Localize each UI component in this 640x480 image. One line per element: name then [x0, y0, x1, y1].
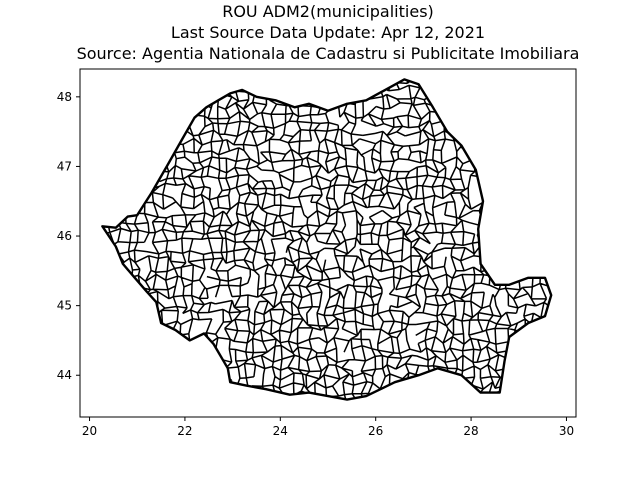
country-outline [102, 79, 552, 400]
x-tick-label: 28 [463, 424, 478, 438]
y-tick-label: 48 [57, 90, 72, 104]
y-axis: 44 45 46 47 48 [57, 90, 80, 382]
x-axis: 20 22 24 26 28 30 [82, 417, 574, 438]
x-tick-label: 22 [177, 424, 192, 438]
y-tick-label: 46 [57, 229, 72, 243]
y-tick-label: 45 [57, 299, 72, 313]
country-border [101, 78, 553, 401]
title-line-3: Source: Agentia Nationala de Cadastru si… [77, 44, 580, 63]
x-tick-label: 24 [273, 424, 288, 438]
x-tick-label: 26 [368, 424, 383, 438]
axes-frame [79, 68, 577, 418]
y-tick-label: 47 [57, 159, 72, 173]
plot-area [101, 78, 553, 401]
x-tick-label: 20 [82, 424, 97, 438]
country-map [101, 78, 553, 401]
x-tick-label: 30 [559, 424, 574, 438]
title-line-2: Last Source Data Update: Apr 12, 2021 [171, 23, 485, 42]
y-tick-label: 44 [57, 368, 72, 382]
title-line-1: ROU ADM2(municipalities) [222, 2, 434, 21]
